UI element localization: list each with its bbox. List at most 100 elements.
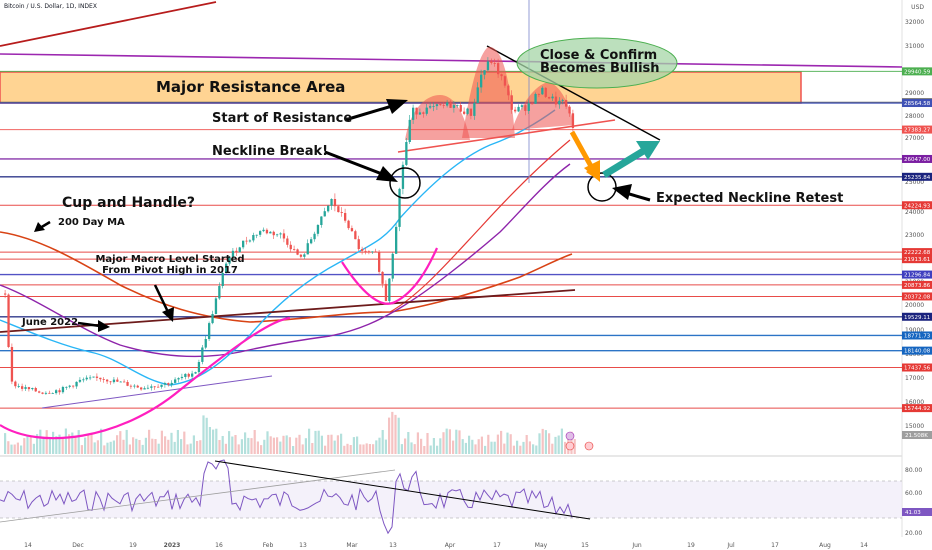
time-tick-label: 19	[129, 542, 137, 549]
candle-body	[221, 273, 224, 286]
candle-body	[435, 104, 439, 107]
volume-bar	[346, 443, 349, 454]
volume-bar	[71, 432, 74, 454]
resistance-label: Major Resistance Area	[156, 78, 346, 96]
volume-bar	[416, 432, 419, 454]
candle-body	[279, 233, 282, 235]
time-tick-label: 13	[299, 542, 307, 549]
price-tick-label: 19000	[905, 327, 924, 334]
volume-bar	[423, 446, 426, 454]
candle-body	[551, 96, 554, 99]
level-label: 21913.61	[904, 257, 930, 263]
candle-body	[136, 385, 139, 388]
candle-body	[228, 257, 231, 264]
volume-bar	[461, 439, 464, 454]
candle-body	[24, 387, 27, 389]
candle-body	[180, 376, 184, 379]
volume-bar	[381, 430, 384, 454]
candle-body	[102, 379, 105, 380]
close-confirm-line1: Close & Confirm	[540, 48, 658, 63]
volume-bar	[80, 445, 83, 454]
purple-trendline	[0, 53, 903, 68]
level-label: 15744.92	[904, 406, 930, 412]
candle-body	[242, 240, 245, 248]
volume-bar	[544, 430, 547, 454]
rsi-value-label: 41.03	[905, 510, 921, 516]
volume-bar	[167, 439, 170, 454]
time-axis: 14 Dec 19 2023 16 Feb 13 Mar 13 Apr 17 May 15 Jun 19 Ju…	[24, 542, 868, 549]
time-tick-label: Jun	[631, 542, 642, 549]
volume-bar	[378, 437, 381, 454]
volume-bar	[484, 445, 487, 454]
volume-bar	[301, 444, 304, 454]
time-tick-label: 14	[860, 542, 868, 549]
retest-circle	[587, 172, 617, 202]
candle-body	[14, 381, 17, 387]
volume-bar	[84, 437, 87, 454]
candle-body	[214, 298, 218, 314]
price-tick-label: 20000	[905, 302, 924, 309]
ma100-line	[0, 163, 571, 358]
candle-body	[527, 103, 530, 111]
candle-body	[503, 76, 507, 86]
volume-bar	[436, 445, 439, 454]
volume-bar	[269, 436, 272, 454]
candle-body	[473, 103, 476, 116]
volume-bar	[58, 434, 61, 454]
time-tick-label: Mar	[346, 542, 358, 549]
time-tick-label: 15	[581, 542, 589, 549]
neckline-break-label: Neckline Break!	[212, 144, 329, 159]
volume-bar	[279, 441, 282, 454]
volume-bar	[61, 438, 64, 454]
volume-bar	[276, 437, 279, 454]
volume-bar	[199, 440, 202, 454]
volume-bar	[333, 440, 336, 454]
volume-bar	[186, 444, 189, 454]
level-label: 21296.84	[904, 273, 931, 279]
volume-bar	[359, 444, 362, 454]
time-tick-label: 2023	[164, 542, 181, 549]
candle-body	[174, 379, 177, 383]
candle-body	[524, 105, 527, 111]
candle-body	[265, 229, 269, 234]
volume-bar	[288, 437, 291, 454]
level-tag	[902, 346, 932, 355]
macro-level-line1: Major Macro Level Started	[95, 254, 245, 265]
neckline-break-arrow	[324, 150, 383, 176]
volume-bar	[474, 444, 477, 454]
orange-down-arrow-shaft	[569, 130, 595, 170]
volume-bar	[68, 434, 71, 454]
candle-body	[48, 392, 51, 394]
time-tick-label: 16	[215, 542, 223, 549]
level-label: 20372.08	[904, 294, 931, 300]
volume-bar	[266, 431, 269, 454]
candle-body	[456, 105, 459, 106]
candle-body	[170, 382, 173, 385]
volume-bar	[391, 411, 394, 454]
volume-bar	[554, 436, 557, 454]
candle-body	[201, 347, 204, 362]
candle-body	[106, 379, 109, 382]
volume-bar	[477, 439, 480, 454]
volume-bar	[541, 428, 544, 454]
candle-body	[72, 385, 75, 387]
candle-body	[252, 235, 255, 241]
level-label: 18771.73	[904, 333, 931, 339]
candle-body	[34, 388, 37, 392]
volume-bar	[352, 437, 355, 454]
candle-body	[41, 392, 44, 394]
volume-bar	[516, 440, 519, 454]
candle-body	[38, 391, 41, 393]
candle-body	[517, 106, 520, 112]
volume-bar	[148, 429, 151, 454]
volume-bar	[128, 444, 131, 454]
volume-bar	[164, 436, 167, 454]
volume-bar	[429, 445, 432, 454]
volume-bar	[160, 430, 163, 454]
volume-bar	[295, 437, 298, 454]
candle-body	[480, 74, 483, 88]
candle-body	[514, 109, 517, 112]
candle-body	[289, 244, 292, 250]
volume-bar	[442, 432, 445, 454]
